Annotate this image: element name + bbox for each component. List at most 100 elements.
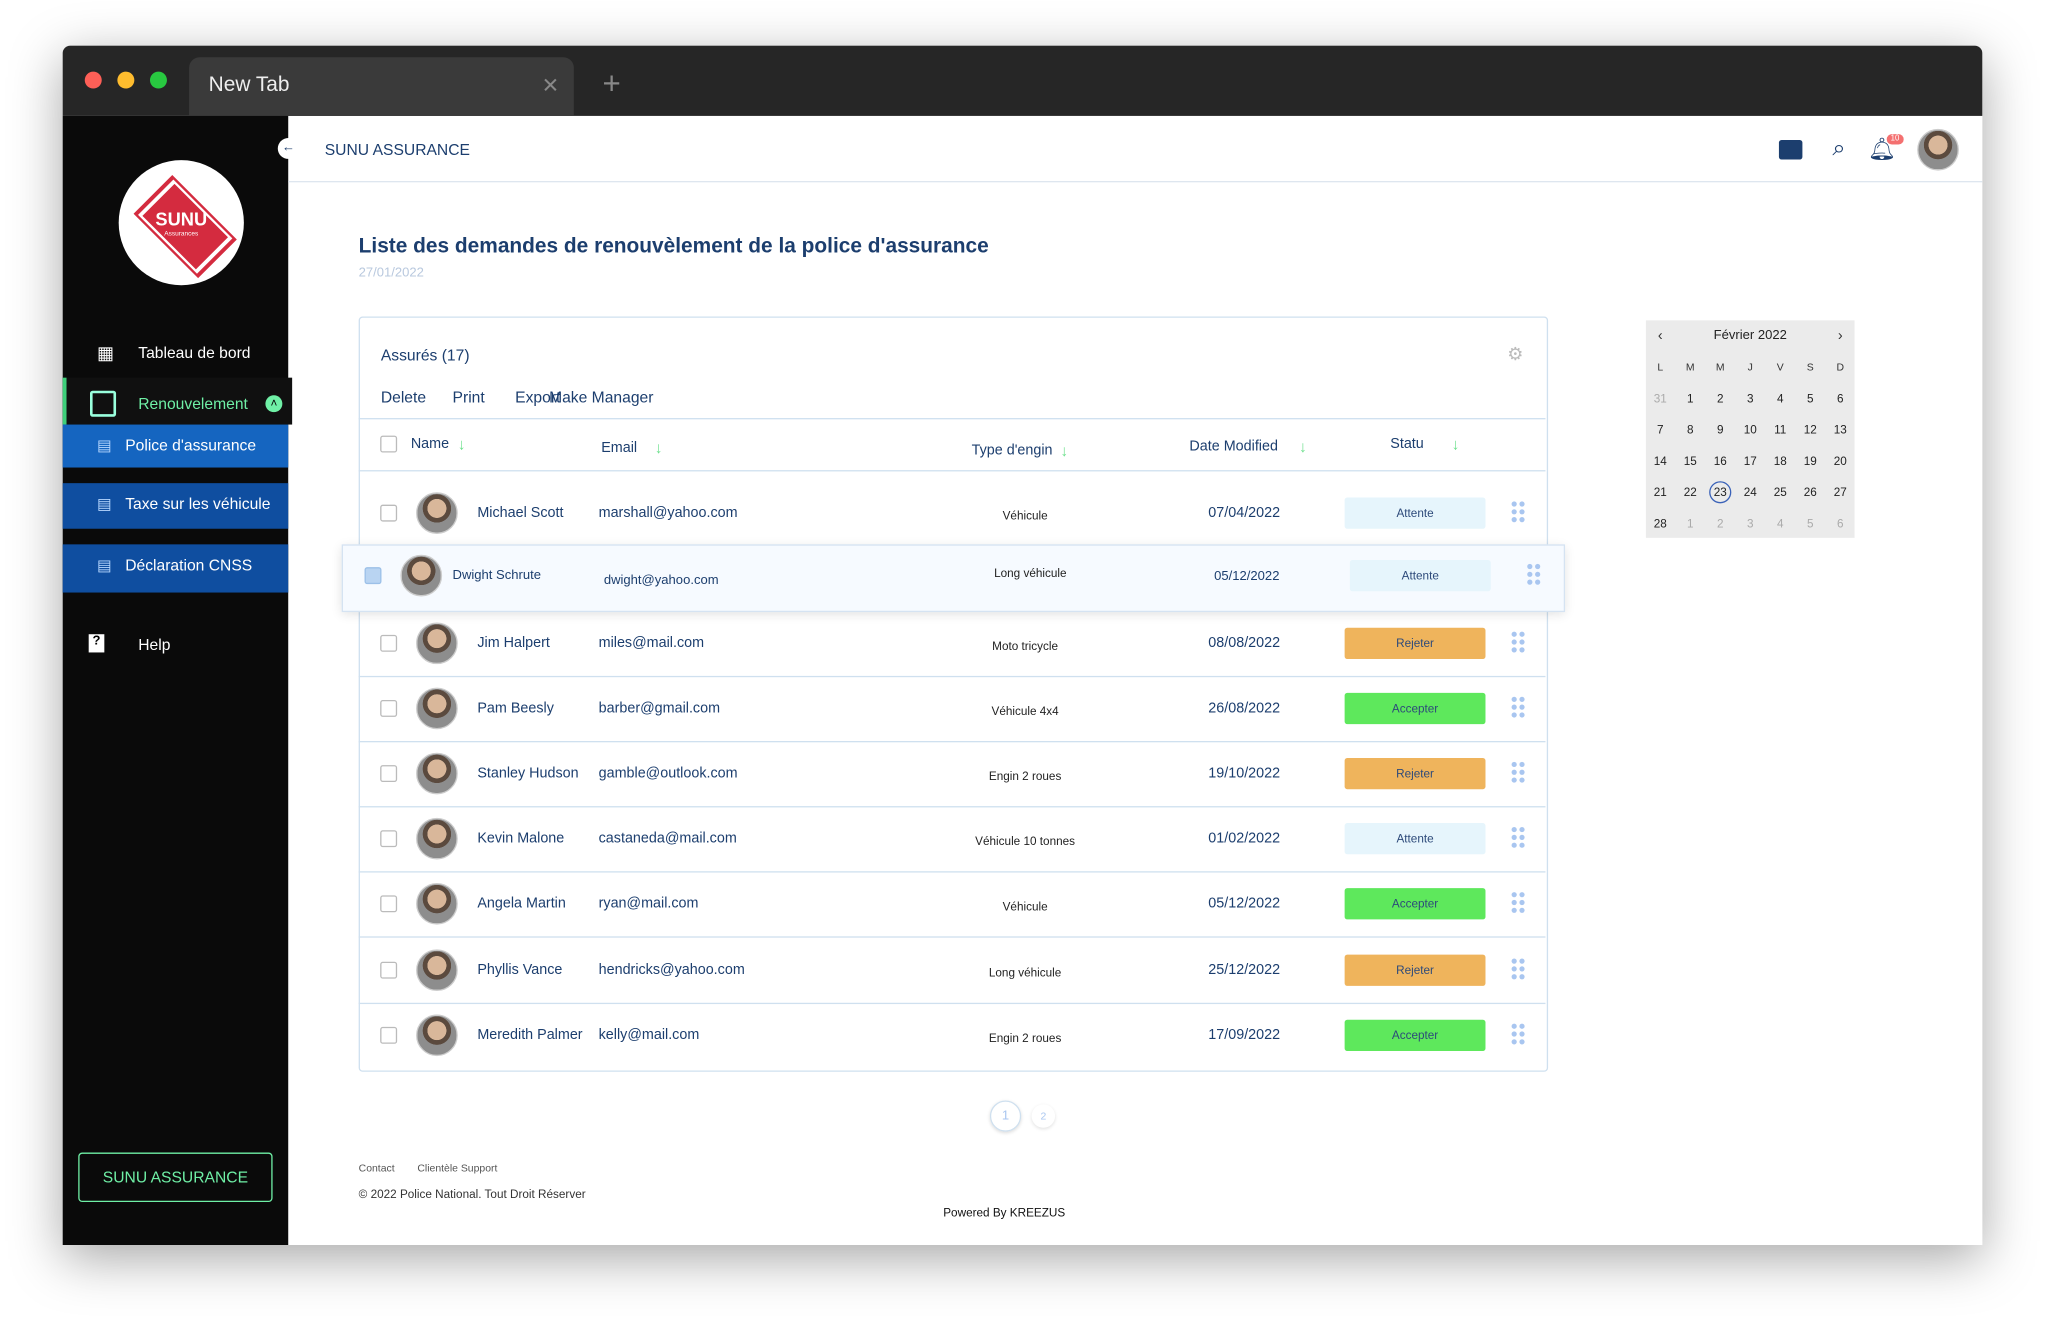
calendar-day[interactable]: 21 bbox=[1653, 485, 1667, 499]
drag-handle[interactable] bbox=[1535, 579, 1541, 585]
page-number[interactable]: 1 bbox=[1001, 1108, 1010, 1124]
table-action[interactable]: Print bbox=[452, 388, 485, 407]
calendar-day[interactable]: 8 bbox=[1686, 423, 1694, 437]
next-month[interactable]: › bbox=[1837, 328, 1843, 344]
drag-handle[interactable] bbox=[1511, 966, 1517, 972]
tab-close[interactable]: ✕ bbox=[541, 75, 560, 98]
sort-icon[interactable]: ↓ bbox=[654, 438, 663, 458]
drag-handle[interactable] bbox=[1511, 639, 1517, 645]
submenu-item[interactable]: Taxe sur les véhicule bbox=[125, 494, 271, 514]
row-status[interactable]: Rejeter bbox=[1344, 757, 1486, 790]
drag-handle[interactable] bbox=[1519, 517, 1525, 523]
footer-link[interactable]: Clientèle Support bbox=[417, 1162, 498, 1175]
drag-handle[interactable] bbox=[1519, 899, 1525, 906]
drag-handle[interactable] bbox=[1527, 563, 1533, 570]
menu-item[interactable]: Renouvelement bbox=[138, 394, 248, 413]
calendar-day[interactable]: 19 bbox=[1803, 454, 1817, 468]
sort-icon[interactable]: ↓ bbox=[1451, 434, 1460, 454]
column-header[interactable]: Email bbox=[601, 440, 638, 456]
drag-handle[interactable] bbox=[1511, 958, 1517, 964]
calendar-day[interactable]: 17 bbox=[1743, 454, 1757, 468]
calendar-day[interactable]: 2 bbox=[1716, 391, 1724, 406]
calendar-day[interactable]: 5 bbox=[1806, 391, 1814, 406]
column-header[interactable]: Statu bbox=[1390, 436, 1424, 452]
table-action[interactable]: Delete bbox=[380, 388, 427, 407]
row-check[interactable] bbox=[380, 699, 398, 717]
drag-handle[interactable] bbox=[1519, 1023, 1525, 1029]
drag-handle[interactable] bbox=[1511, 501, 1517, 507]
row-check[interactable] bbox=[380, 895, 398, 913]
calendar-day[interactable]: 16 bbox=[1713, 454, 1727, 468]
drag-handle[interactable] bbox=[1511, 704, 1517, 710]
drag-handle[interactable] bbox=[1511, 509, 1517, 515]
drag-handle[interactable] bbox=[1519, 974, 1525, 980]
drag-handle[interactable] bbox=[1519, 712, 1525, 718]
submenu-item[interactable]: Police d'assurance bbox=[125, 436, 257, 455]
collapse-sidebar[interactable]: ← bbox=[277, 138, 299, 159]
prev-month[interactable]: ‹ bbox=[1657, 328, 1663, 344]
drag-handle[interactable] bbox=[1519, 761, 1525, 768]
row-status[interactable]: Accepter bbox=[1344, 888, 1486, 920]
drag-handle[interactable] bbox=[1519, 1039, 1525, 1045]
drag-handle[interactable] bbox=[1511, 769, 1517, 775]
drag-handle[interactable] bbox=[1519, 769, 1525, 775]
drag-handle[interactable] bbox=[1519, 892, 1525, 898]
calendar-day[interactable]: 24 bbox=[1743, 485, 1757, 499]
row-status[interactable]: Rejeter bbox=[1344, 627, 1486, 659]
calendar-day[interactable]: 25 bbox=[1773, 485, 1787, 499]
drag-handle[interactable] bbox=[1511, 892, 1517, 898]
calendar-day[interactable]: 14 bbox=[1653, 454, 1667, 468]
drag-handle[interactable] bbox=[1519, 631, 1525, 637]
column-header[interactable]: Type d'engin bbox=[971, 442, 1053, 459]
calendar-day[interactable]: 11 bbox=[1774, 423, 1787, 437]
drag-handle[interactable] bbox=[1511, 907, 1517, 913]
calendar-day[interactable]: 9 bbox=[1716, 423, 1724, 437]
drag-handle[interactable] bbox=[1535, 571, 1541, 577]
column-header[interactable]: Date Modified bbox=[1189, 438, 1278, 455]
calendar-day[interactable]: 5 bbox=[1806, 517, 1814, 531]
row-status[interactable]: Accepter bbox=[1344, 1019, 1486, 1051]
drag-handle[interactable] bbox=[1519, 834, 1525, 840]
help-link[interactable]: Help bbox=[138, 635, 171, 654]
drag-handle[interactable] bbox=[1511, 696, 1517, 702]
drag-handle[interactable] bbox=[1519, 509, 1525, 515]
column-header[interactable]: Name bbox=[410, 436, 450, 452]
row-check[interactable] bbox=[380, 961, 398, 979]
menu-item[interactable]: Tableau de bord bbox=[138, 343, 251, 363]
calendar-day[interactable]: 18 bbox=[1773, 454, 1787, 468]
drag-handle[interactable] bbox=[1511, 777, 1517, 783]
calendar-day[interactable]: 7 bbox=[1656, 423, 1664, 437]
calendar-day[interactable]: 12 bbox=[1803, 423, 1817, 437]
user-avatar[interactable] bbox=[1917, 128, 1959, 171]
drag-handle[interactable] bbox=[1511, 899, 1517, 906]
row-status[interactable]: Accepter bbox=[1344, 692, 1486, 725]
calendar-day[interactable]: 20 bbox=[1833, 454, 1847, 468]
drag-handle[interactable] bbox=[1519, 1031, 1525, 1037]
search-icon[interactable]: ⌕ bbox=[1832, 134, 1846, 161]
calendar-day[interactable]: 15 bbox=[1683, 454, 1697, 468]
drag-handle[interactable] bbox=[1511, 761, 1517, 768]
min-dot[interactable] bbox=[117, 71, 135, 89]
drag-handle[interactable] bbox=[1519, 777, 1525, 783]
drag-handle[interactable] bbox=[1511, 826, 1517, 833]
drag-handle[interactable] bbox=[1511, 1039, 1517, 1045]
drag-handle[interactable] bbox=[1527, 579, 1533, 585]
calendar-day[interactable]: 26 bbox=[1803, 485, 1817, 499]
drag-handle[interactable] bbox=[1519, 639, 1525, 645]
max-dot[interactable] bbox=[149, 71, 167, 89]
drag-handle[interactable] bbox=[1519, 647, 1525, 653]
brand-button[interactable]: SUNU ASSURANCE bbox=[78, 1152, 273, 1203]
drag-handle[interactable] bbox=[1519, 704, 1525, 710]
calendar-day[interactable]: 4 bbox=[1776, 517, 1784, 531]
close-dot[interactable] bbox=[84, 71, 102, 89]
collapse-icon[interactable]: ˄ bbox=[265, 395, 283, 413]
row-check[interactable] bbox=[380, 504, 398, 522]
drag-handle[interactable] bbox=[1519, 958, 1525, 964]
new-tab[interactable]: + bbox=[602, 66, 621, 102]
sort-icon[interactable]: ↓ bbox=[1060, 441, 1069, 460]
calendar-day[interactable]: 22 bbox=[1683, 485, 1697, 499]
row-status[interactable]: Attente bbox=[1349, 559, 1491, 592]
drag-handle[interactable] bbox=[1519, 826, 1525, 833]
row-check[interactable] bbox=[364, 567, 382, 585]
row-check[interactable] bbox=[380, 634, 398, 652]
